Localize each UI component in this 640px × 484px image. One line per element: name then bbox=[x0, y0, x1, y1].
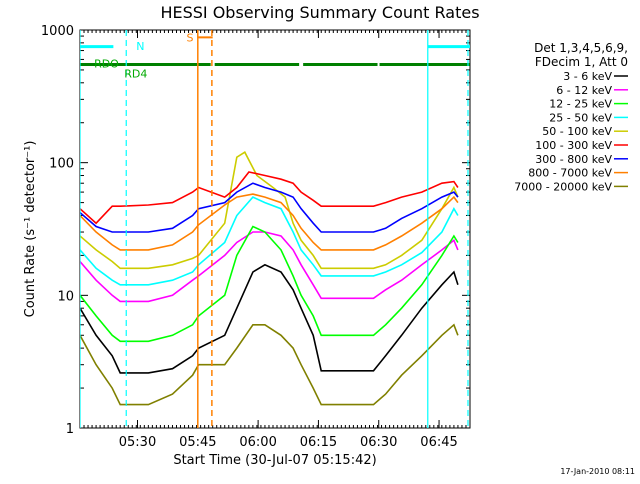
legend-label: 7000 - 20000 keV bbox=[514, 180, 612, 193]
plot-layer bbox=[80, 30, 470, 428]
chart-title: HESSI Observing Summary Count Rates bbox=[160, 3, 479, 22]
series-line-3 bbox=[80, 196, 459, 286]
y-tick-label: 10 bbox=[57, 289, 74, 304]
series-line-7 bbox=[80, 193, 459, 251]
legend-label: 3 - 6 keV bbox=[563, 70, 612, 83]
x-tick-label: 06:00 bbox=[239, 435, 276, 450]
y-axis-label: Count Rate (s⁻¹ detector⁻¹) bbox=[23, 141, 38, 318]
series-line-1 bbox=[80, 231, 459, 303]
series-line-5 bbox=[80, 171, 459, 225]
series-line-0 bbox=[80, 263, 459, 374]
x-tick-label: 06:45 bbox=[420, 435, 457, 450]
x-tick-label: 06:30 bbox=[360, 435, 397, 450]
legend-label: 800 - 7000 keV bbox=[528, 167, 612, 180]
y-tick-label: 100 bbox=[49, 157, 74, 172]
annotation-label: N bbox=[136, 40, 144, 53]
legend-header: FDecim 1, Att 0 bbox=[535, 55, 628, 69]
series-line-4 bbox=[80, 151, 459, 270]
legend-label: 100 - 300 keV bbox=[535, 139, 612, 152]
legend-label: 12 - 25 keV bbox=[549, 98, 612, 111]
series-line-2 bbox=[80, 225, 459, 343]
legend-label: 300 - 800 keV bbox=[535, 153, 612, 166]
series-line-6 bbox=[80, 182, 459, 233]
legend-label: 6 - 12 keV bbox=[556, 84, 612, 97]
series-line-8 bbox=[80, 323, 459, 406]
y-tick-label: 1000 bbox=[41, 24, 74, 39]
x-axis-label: Start Time (30-Jul-07 05:15:42) bbox=[173, 453, 376, 468]
annotation-label: RD4 bbox=[124, 68, 147, 81]
x-tick-label: 06:15 bbox=[300, 435, 337, 450]
legend-label: 50 - 100 keV bbox=[542, 125, 612, 138]
annotation-label: S bbox=[187, 31, 194, 44]
x-tick-label: 05:45 bbox=[179, 435, 216, 450]
footer-date: 17-Jan-2010 08:11 bbox=[560, 467, 635, 476]
annotation-label: RDO bbox=[94, 57, 119, 70]
legend-header: Det 1,3,4,5,6,9, bbox=[534, 41, 628, 55]
x-tick-label: 05:30 bbox=[119, 435, 156, 450]
legend-label: 25 - 50 keV bbox=[549, 111, 612, 124]
y-tick-label: 1 bbox=[66, 422, 74, 437]
